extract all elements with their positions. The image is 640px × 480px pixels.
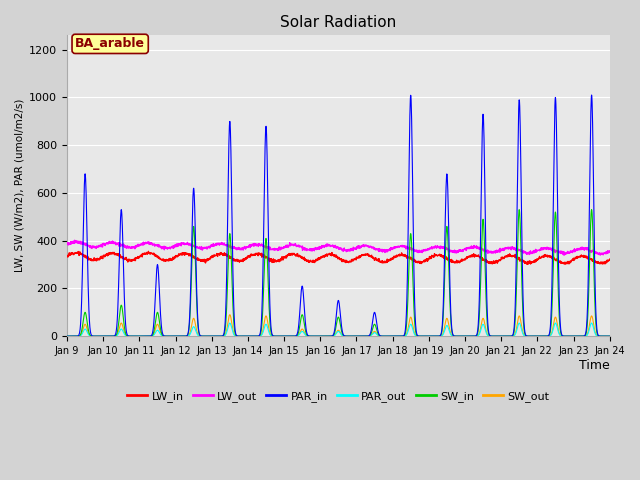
LW_out <box>561 252 568 258</box>
LW_in <box>145 249 152 254</box>
SW_out <box>355 333 362 339</box>
PAR_in <box>354 333 362 339</box>
LW_in <box>496 258 504 264</box>
LW_in <box>558 260 566 266</box>
Line: PAR_in: PAR_in <box>67 95 610 336</box>
LW_out <box>573 246 581 252</box>
SW_out <box>226 312 234 318</box>
Line: PAR_out: PAR_out <box>67 323 610 336</box>
LW_out <box>355 244 362 250</box>
PAR_out <box>366 333 374 339</box>
SW_in <box>573 333 581 339</box>
SW_out <box>214 333 222 339</box>
LW_out <box>496 245 504 251</box>
LW_in <box>355 254 362 260</box>
PAR_in <box>573 333 581 339</box>
Line: SW_in: SW_in <box>67 210 610 336</box>
PAR_in <box>558 332 566 338</box>
PAR_out <box>496 333 504 339</box>
LW_in <box>366 253 374 259</box>
SW_in <box>388 333 396 339</box>
SW_out <box>497 333 504 339</box>
SW_out <box>606 333 614 339</box>
Line: LW_out: LW_out <box>67 240 610 255</box>
PAR_in <box>366 332 374 338</box>
SW_out <box>558 333 566 339</box>
Text: BA_arable: BA_arable <box>75 37 145 50</box>
LW_out <box>63 241 71 247</box>
PAR_in <box>63 333 71 339</box>
LW_out <box>606 248 614 254</box>
LW_in <box>63 253 71 259</box>
PAR_in <box>606 333 614 339</box>
Legend: LW_in, LW_out, PAR_in, PAR_out, SW_in, SW_out: LW_in, LW_out, PAR_in, PAR_out, SW_in, S… <box>123 387 554 407</box>
SW_in <box>63 333 71 339</box>
SW_out <box>366 333 374 339</box>
Y-axis label: LW, SW (W/m2), PAR (umol/m2/s): LW, SW (W/m2), PAR (umol/m2/s) <box>15 99 25 273</box>
SW_in <box>588 207 595 213</box>
PAR_out <box>214 333 222 339</box>
SW_out <box>388 333 396 339</box>
PAR_out <box>606 333 614 339</box>
PAR_in <box>496 333 504 339</box>
LW_out <box>215 241 223 247</box>
LW_in <box>573 255 581 261</box>
SW_out <box>573 333 581 339</box>
PAR_out <box>388 333 396 339</box>
PAR_out <box>354 333 362 339</box>
LW_out <box>558 250 566 256</box>
PAR_in <box>214 333 222 339</box>
SW_in <box>496 333 504 339</box>
X-axis label: Time: Time <box>579 359 610 372</box>
SW_in <box>214 333 222 339</box>
LW_out <box>366 244 374 250</box>
Title: Solar Radiation: Solar Radiation <box>280 15 396 30</box>
PAR_out <box>63 333 71 339</box>
LW_in <box>606 256 614 262</box>
LW_out <box>70 238 78 243</box>
SW_out <box>63 333 71 339</box>
SW_in <box>366 333 374 338</box>
PAR_out <box>573 333 581 339</box>
SW_in <box>558 333 566 338</box>
Line: LW_in: LW_in <box>67 252 610 264</box>
LW_in <box>523 262 531 267</box>
PAR_in <box>588 92 595 98</box>
SW_in <box>354 333 362 339</box>
LW_in <box>215 251 223 257</box>
Line: SW_out: SW_out <box>67 315 610 336</box>
PAR_out <box>588 320 595 326</box>
PAR_in <box>388 333 396 339</box>
SW_in <box>606 333 614 339</box>
PAR_out <box>558 333 566 339</box>
